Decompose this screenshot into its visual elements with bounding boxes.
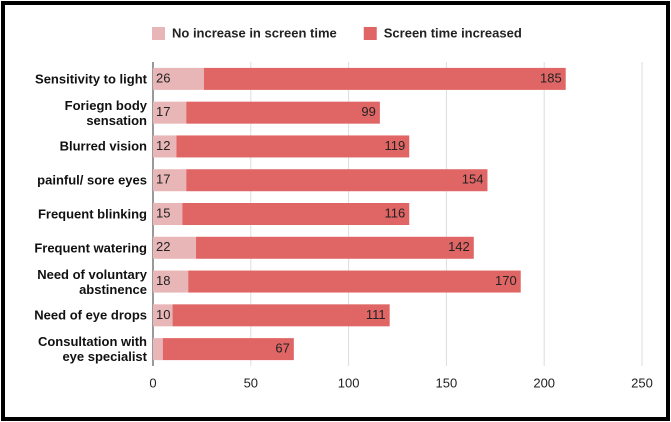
bar-segment <box>153 101 187 124</box>
data-label: 185 <box>540 70 562 85</box>
bar-segment <box>153 67 204 90</box>
legend-swatch <box>152 27 165 40</box>
bar-segment <box>153 236 197 259</box>
y-tick-label: Consultation with eye specialist <box>37 334 147 365</box>
data-label: 119 <box>385 138 406 153</box>
y-tick-label: Frequent watering <box>34 240 147 256</box>
x-tick-label: 100 <box>338 375 360 390</box>
y-tick-label: Blurred vision <box>59 138 147 154</box>
y-tick-label: Need of voluntary abstinence <box>37 266 147 297</box>
x-tick-label: 200 <box>533 375 555 390</box>
bar-segment <box>153 304 173 327</box>
bar-segment <box>188 270 521 293</box>
bar-segment <box>176 135 410 158</box>
x-tick-label: 0 <box>149 375 156 390</box>
x-tick-label: 250 <box>631 375 653 390</box>
y-tick-label: Need of eye drops <box>34 307 147 323</box>
data-label: 67 <box>275 341 289 356</box>
bar-segment <box>182 203 410 225</box>
bar-segment <box>203 67 566 90</box>
x-tick-label: 50 <box>244 375 258 390</box>
data-label: 111 <box>366 307 386 322</box>
data-label: 10 <box>156 307 170 322</box>
y-tick-label: Frequent blinking <box>37 206 147 222</box>
data-label: 17 <box>156 172 170 187</box>
data-label: 116 <box>385 205 406 220</box>
legend-label: Screen time increased <box>384 25 522 40</box>
y-tick-label: Sensitivity to light <box>35 71 147 87</box>
bar-segment <box>186 101 380 124</box>
bar-segment <box>153 135 177 158</box>
data-label: 154 <box>462 172 484 187</box>
bar-segment <box>172 304 390 327</box>
data-label: 17 <box>156 104 170 119</box>
data-label: 99 <box>361 104 375 119</box>
y-tick-label: Foriegn body sensation <box>64 97 147 128</box>
bar-segment <box>196 236 474 259</box>
data-label: 170 <box>495 273 517 288</box>
data-label: 142 <box>448 239 470 254</box>
x-tick-label: 150 <box>436 375 458 390</box>
data-label: 22 <box>156 239 170 254</box>
bar-segment <box>153 203 183 225</box>
data-label: 18 <box>156 273 170 288</box>
data-label: 26 <box>156 70 170 85</box>
legend-label: No increase in screen time <box>172 25 337 40</box>
bar-segment <box>153 169 187 192</box>
bar-segment <box>153 270 189 293</box>
bar-segment <box>162 338 294 361</box>
data-label: 15 <box>156 205 170 220</box>
y-tick-label: painful/ sore eyes <box>37 172 147 188</box>
data-label: 12 <box>156 138 170 153</box>
bar-segment <box>186 169 488 192</box>
legend-swatch <box>363 27 377 40</box>
bar-segment <box>153 338 163 361</box>
